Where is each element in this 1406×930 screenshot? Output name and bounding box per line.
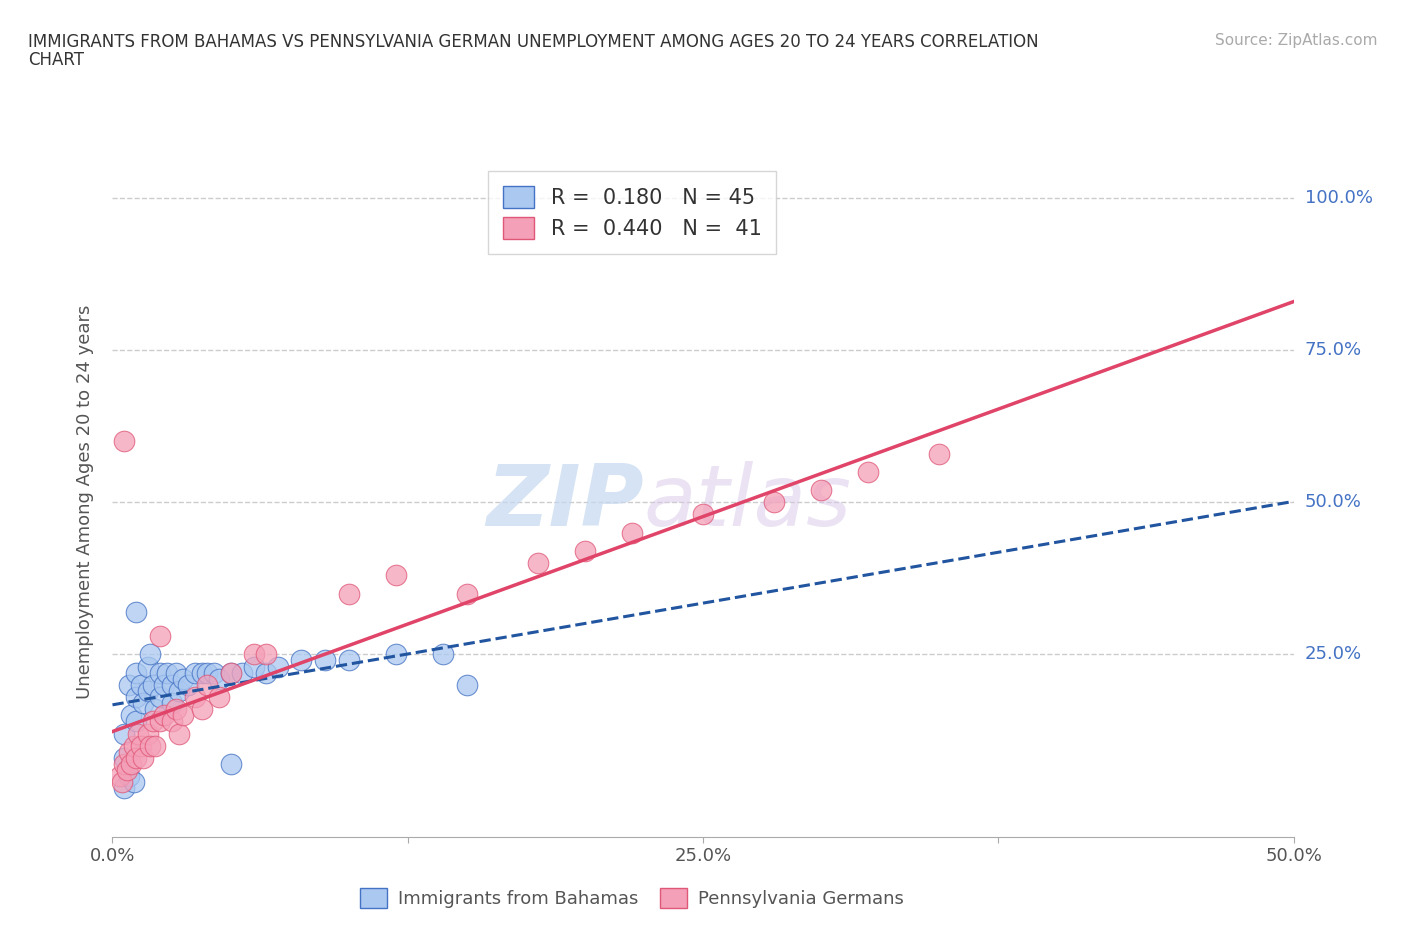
Point <box>142 677 165 692</box>
Point <box>202 665 225 680</box>
Point <box>122 738 145 753</box>
Text: 25.0%: 25.0% <box>1305 645 1362 663</box>
Point <box>858 464 880 479</box>
Point <box>810 483 832 498</box>
Point <box>254 665 277 680</box>
Point <box>243 647 266 662</box>
Point <box>167 684 190 698</box>
Point <box>125 689 148 704</box>
Point <box>132 751 155 765</box>
Point <box>132 696 155 711</box>
Point <box>149 665 172 680</box>
Text: 75.0%: 75.0% <box>1305 341 1362 359</box>
Point <box>621 525 644 540</box>
Point <box>184 665 207 680</box>
Point <box>337 586 360 601</box>
Point <box>243 659 266 674</box>
Point <box>108 769 131 784</box>
Point <box>191 665 214 680</box>
Point <box>125 751 148 765</box>
Point <box>112 726 135 741</box>
Text: 50.0%: 50.0% <box>1305 493 1361 512</box>
Text: Source: ZipAtlas.com: Source: ZipAtlas.com <box>1215 33 1378 47</box>
Text: CHART: CHART <box>28 51 84 69</box>
Point <box>149 629 172 644</box>
Point <box>167 726 190 741</box>
Point <box>136 659 159 674</box>
Point <box>172 671 194 686</box>
Point <box>526 555 548 570</box>
Point <box>267 659 290 674</box>
Point <box>172 708 194 723</box>
Point <box>111 775 134 790</box>
Point <box>195 665 218 680</box>
Point <box>143 738 166 753</box>
Point <box>160 714 183 729</box>
Point <box>139 738 162 753</box>
Y-axis label: Unemployment Among Ages 20 to 24 years: Unemployment Among Ages 20 to 24 years <box>76 305 94 699</box>
Point <box>153 708 176 723</box>
Point <box>208 671 231 686</box>
Point <box>165 702 187 717</box>
Point <box>160 677 183 692</box>
Point <box>129 677 152 692</box>
Point <box>165 665 187 680</box>
Text: IMMIGRANTS FROM BAHAMAS VS PENNSYLVANIA GERMAN UNEMPLOYMENT AMONG AGES 20 TO 24 : IMMIGRANTS FROM BAHAMAS VS PENNSYLVANIA … <box>28 33 1039 50</box>
Point <box>177 677 200 692</box>
Point <box>112 751 135 765</box>
Point <box>231 665 253 680</box>
Point <box>385 647 408 662</box>
Point <box>574 543 596 558</box>
Point <box>219 665 242 680</box>
Point <box>290 653 312 668</box>
Point <box>385 568 408 583</box>
Point <box>112 781 135 796</box>
Point <box>129 738 152 753</box>
Point <box>928 446 950 461</box>
Point <box>432 647 454 662</box>
Point <box>112 434 135 449</box>
Point <box>125 714 148 729</box>
Point <box>219 665 242 680</box>
Point <box>456 677 478 692</box>
Point <box>120 708 142 723</box>
Point <box>139 647 162 662</box>
Text: 100.0%: 100.0% <box>1305 189 1372 206</box>
Point <box>337 653 360 668</box>
Point <box>153 677 176 692</box>
Point <box>692 507 714 522</box>
Point <box>143 702 166 717</box>
Point <box>456 586 478 601</box>
Point <box>254 647 277 662</box>
Point <box>160 696 183 711</box>
Point <box>314 653 336 668</box>
Point <box>195 677 218 692</box>
Point <box>762 495 785 510</box>
Text: atlas: atlas <box>644 460 852 544</box>
Point <box>142 714 165 729</box>
Point <box>191 702 214 717</box>
Point <box>156 665 179 680</box>
Point <box>184 689 207 704</box>
Point <box>125 665 148 680</box>
Text: ZIP: ZIP <box>486 460 644 544</box>
Point <box>208 689 231 704</box>
Point <box>122 775 145 790</box>
Point <box>149 714 172 729</box>
Point <box>115 763 138 777</box>
Point <box>118 744 141 759</box>
Point <box>149 689 172 704</box>
Point <box>127 726 149 741</box>
Point <box>118 677 141 692</box>
Point <box>125 604 148 619</box>
Point <box>118 769 141 784</box>
Point <box>112 756 135 771</box>
Point <box>136 726 159 741</box>
Point <box>219 756 242 771</box>
Point <box>120 756 142 771</box>
Point <box>136 684 159 698</box>
Legend: Immigrants from Bahamas, Pennsylvania Germans: Immigrants from Bahamas, Pennsylvania Ge… <box>353 881 911 915</box>
